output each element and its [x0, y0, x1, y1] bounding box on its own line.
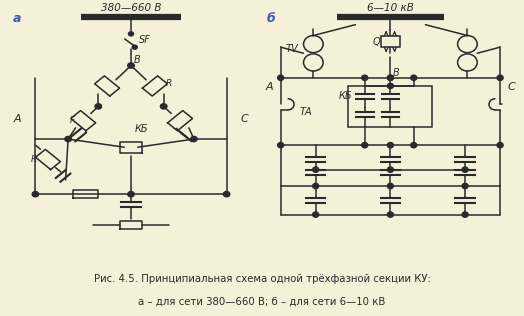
- Text: B: B: [392, 68, 399, 78]
- Circle shape: [278, 75, 283, 81]
- Text: A: A: [265, 82, 273, 92]
- Text: КБ: КБ: [339, 91, 353, 101]
- Text: C: C: [508, 82, 516, 92]
- Text: TV: TV: [286, 44, 299, 54]
- Text: Рис. 4.5. Принципиальная схема одной трёхфазной секции КУ:: Рис. 4.5. Принципиальная схема одной трё…: [94, 274, 430, 284]
- Circle shape: [387, 83, 394, 88]
- Circle shape: [462, 212, 468, 217]
- Circle shape: [362, 75, 368, 81]
- Circle shape: [387, 75, 394, 81]
- Circle shape: [497, 143, 503, 148]
- Text: R: R: [31, 155, 37, 164]
- Text: а: а: [13, 12, 21, 26]
- Circle shape: [160, 104, 167, 109]
- Text: SF: SF: [138, 35, 150, 45]
- Bar: [348, 86, 432, 127]
- Circle shape: [313, 212, 319, 217]
- Circle shape: [278, 143, 283, 148]
- Text: F: F: [69, 116, 74, 125]
- Text: б: б: [267, 12, 276, 26]
- Text: R: R: [166, 79, 172, 88]
- Bar: [381, 36, 400, 47]
- Text: ТА: ТА: [299, 107, 312, 118]
- Circle shape: [65, 137, 71, 142]
- Circle shape: [128, 63, 134, 68]
- Text: а – для сети 380—660 В; б – для сети 6—10 кВ: а – для сети 380—660 В; б – для сети 6—1…: [138, 296, 386, 307]
- Text: C: C: [241, 114, 248, 124]
- Text: B: B: [134, 55, 140, 64]
- Circle shape: [128, 32, 134, 36]
- Circle shape: [411, 143, 417, 148]
- Circle shape: [313, 183, 319, 189]
- Circle shape: [387, 167, 394, 172]
- Circle shape: [132, 45, 137, 49]
- Circle shape: [497, 75, 503, 81]
- Text: КБ: КБ: [135, 124, 148, 134]
- Circle shape: [387, 75, 394, 81]
- Circle shape: [223, 191, 230, 197]
- Circle shape: [387, 183, 394, 189]
- Circle shape: [387, 143, 394, 148]
- Circle shape: [387, 212, 394, 217]
- Circle shape: [313, 167, 319, 172]
- Text: 6—10 кВ: 6—10 кВ: [367, 3, 414, 14]
- Circle shape: [362, 143, 368, 148]
- Text: A: A: [14, 114, 21, 124]
- Circle shape: [32, 191, 39, 197]
- Text: Q: Q: [372, 37, 380, 47]
- Text: 380—660 В: 380—660 В: [101, 3, 161, 14]
- Circle shape: [191, 137, 197, 142]
- Circle shape: [411, 75, 417, 81]
- Circle shape: [462, 183, 468, 189]
- Circle shape: [462, 167, 468, 172]
- Circle shape: [95, 104, 102, 109]
- Circle shape: [128, 191, 134, 197]
